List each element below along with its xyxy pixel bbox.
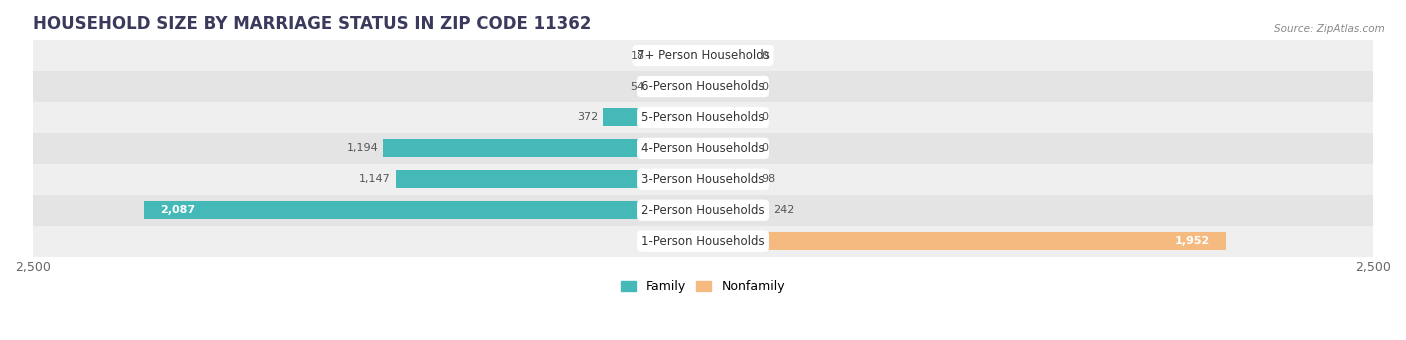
Bar xyxy=(32,71,1374,102)
Bar xyxy=(650,232,703,250)
Text: 98: 98 xyxy=(762,174,776,184)
Text: 2-Person Households: 2-Person Households xyxy=(641,204,765,217)
Bar xyxy=(703,170,756,188)
Text: 1,194: 1,194 xyxy=(346,143,378,153)
Bar xyxy=(703,108,756,126)
Bar xyxy=(703,139,756,157)
Text: 4-Person Households: 4-Person Households xyxy=(641,142,765,155)
Text: 54: 54 xyxy=(630,82,644,91)
Text: 0: 0 xyxy=(762,113,769,122)
Text: 0: 0 xyxy=(762,82,769,91)
Bar xyxy=(32,40,1374,71)
Text: 18: 18 xyxy=(630,51,644,61)
Text: 2,087: 2,087 xyxy=(160,205,195,215)
Text: 7+ Person Households: 7+ Person Households xyxy=(637,49,769,62)
Bar xyxy=(382,139,703,157)
Bar xyxy=(650,47,703,65)
Text: 0: 0 xyxy=(762,143,769,153)
Bar xyxy=(703,78,756,96)
Bar xyxy=(395,170,703,188)
Bar xyxy=(32,102,1374,133)
Text: 6-Person Households: 6-Person Households xyxy=(641,80,765,93)
Bar xyxy=(703,201,768,219)
Text: 1,952: 1,952 xyxy=(1175,236,1211,246)
Bar xyxy=(32,226,1374,257)
Bar xyxy=(32,164,1374,195)
Bar xyxy=(143,201,703,219)
Bar xyxy=(703,47,756,65)
Text: 1,147: 1,147 xyxy=(359,174,391,184)
Bar xyxy=(703,232,1226,250)
Legend: Family, Nonfamily: Family, Nonfamily xyxy=(616,275,790,298)
Text: 242: 242 xyxy=(773,205,794,215)
Text: 0: 0 xyxy=(762,51,769,61)
Text: 372: 372 xyxy=(578,113,599,122)
Text: 1-Person Households: 1-Person Households xyxy=(641,235,765,248)
Text: 3-Person Households: 3-Person Households xyxy=(641,173,765,186)
Bar xyxy=(32,195,1374,226)
Bar xyxy=(603,108,703,126)
Text: 5-Person Households: 5-Person Households xyxy=(641,111,765,124)
Bar xyxy=(650,78,703,96)
Text: Source: ZipAtlas.com: Source: ZipAtlas.com xyxy=(1274,24,1385,34)
Bar xyxy=(32,133,1374,164)
Text: HOUSEHOLD SIZE BY MARRIAGE STATUS IN ZIP CODE 11362: HOUSEHOLD SIZE BY MARRIAGE STATUS IN ZIP… xyxy=(32,15,592,33)
